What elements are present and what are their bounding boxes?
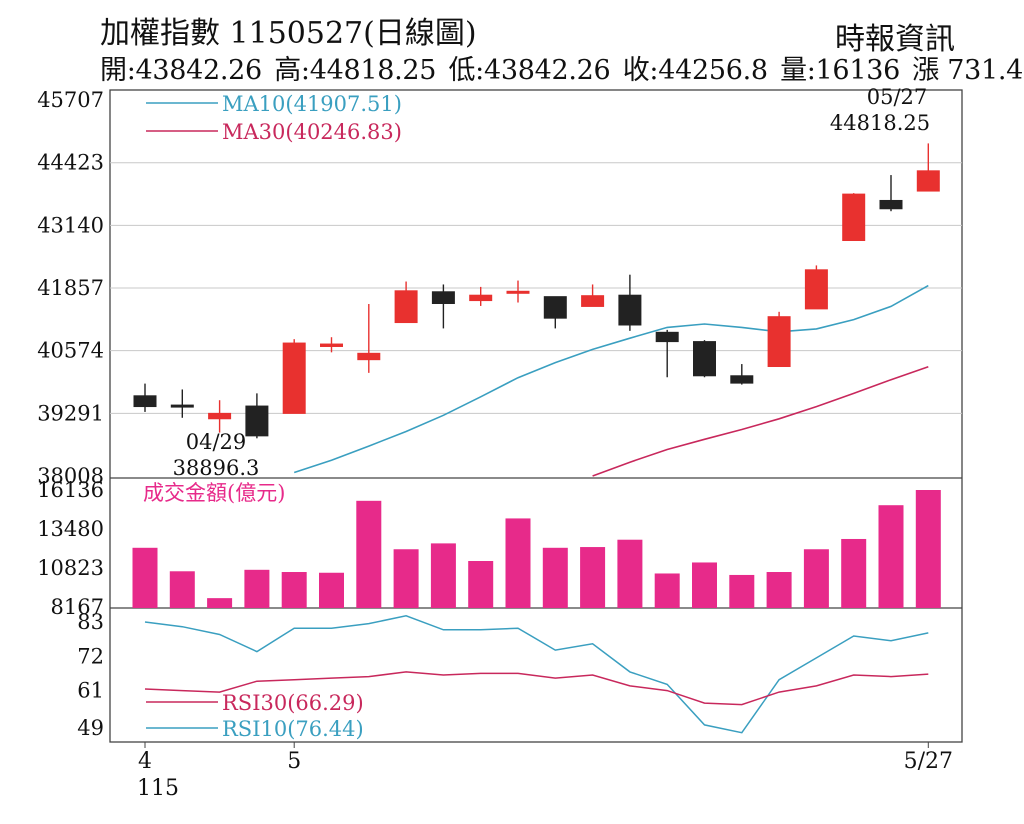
candle-body <box>767 316 791 368</box>
rsi-y-tick: 61 <box>77 679 104 703</box>
high-value: 高:44818.25 <box>274 55 437 86</box>
candle-body <box>245 405 269 437</box>
volume-bar <box>169 571 195 608</box>
chart-frame <box>109 89 963 743</box>
candle-body <box>357 352 381 361</box>
price-y-tick: 39291 <box>37 401 104 425</box>
volume-bar <box>580 547 606 608</box>
volume-bar <box>766 572 792 608</box>
volume-bar <box>244 569 270 608</box>
candle-body <box>431 291 455 305</box>
candle-body <box>133 395 157 408</box>
rsi30-line <box>144 671 929 706</box>
volume-bar <box>654 573 680 608</box>
price-y-tick: 45707 <box>37 88 104 112</box>
candle-body <box>469 294 493 302</box>
legend-ma30: MA30(40246.83) <box>222 120 402 144</box>
volume-bar <box>132 547 158 608</box>
legend-rsi10: RSI10(76.44) <box>222 717 364 741</box>
candle-body <box>394 290 418 324</box>
change-value: 漲 731.43 <box>912 55 1024 86</box>
candle-body <box>842 193 866 242</box>
candle-body <box>581 295 605 307</box>
candle-body <box>543 296 567 319</box>
low-annotation-value: 38896.3 <box>173 456 260 480</box>
legend-ma10: MA10(41907.51) <box>222 92 402 116</box>
volume-bar <box>729 574 755 608</box>
volume-y-tick: 13480 <box>37 517 104 541</box>
volume-bar <box>505 518 531 608</box>
rsi-y-tick: 83 <box>77 610 104 634</box>
volume-bar <box>878 505 904 608</box>
candle-body <box>730 375 754 384</box>
chart-title: 加權指數 1150527(日線圖) <box>100 16 477 51</box>
candle-body <box>506 290 530 294</box>
volume-y-tick: 10823 <box>37 556 104 580</box>
rsi-y-tick: 72 <box>77 644 104 668</box>
candle-body <box>655 331 679 343</box>
high-annotation-date: 05/27 <box>867 85 928 109</box>
volume-bar <box>393 549 419 608</box>
price-y-tick: 44423 <box>37 151 104 175</box>
x-tick-year: 115 <box>137 776 179 801</box>
rsi-y-tick: 49 <box>77 716 104 740</box>
volume-bar <box>356 500 382 608</box>
x-tick-label: 4 <box>138 749 152 774</box>
volume-bar <box>542 547 568 608</box>
candle-body <box>282 342 306 414</box>
candle-body <box>693 341 716 377</box>
rsi10-line <box>144 615 929 734</box>
volume-y-tick: 16136 <box>37 478 104 502</box>
ohlc-summary: 開:43842.26 高:44818.25 低:43842.26 收:44256… <box>100 48 1024 87</box>
candle-body <box>804 269 828 310</box>
price-y-tick: 41857 <box>37 276 104 300</box>
price-y-tick: 40574 <box>37 339 104 363</box>
volume-bar <box>468 561 494 608</box>
volume-bar <box>281 572 307 608</box>
ma10-line <box>293 284 929 474</box>
volume-bar <box>692 562 717 608</box>
candle-body <box>320 343 343 347</box>
volume-bar <box>841 538 867 608</box>
x-tick-label: 5 <box>287 749 301 774</box>
open-value: 開:43842.26 <box>100 55 262 86</box>
volume-bar <box>803 549 829 608</box>
x-tick-label: 5/27 <box>904 749 953 774</box>
volume-value: 量:16136 <box>780 55 900 86</box>
candle-body <box>208 412 232 420</box>
source-label: 時報資訊 <box>835 22 955 57</box>
volume-bar <box>319 572 344 608</box>
close-value: 收:44256.8 <box>622 55 768 86</box>
volume-y-tick: 8167 <box>51 595 104 619</box>
volume-bar <box>207 598 233 608</box>
high-annotation-value: 44818.25 <box>830 111 930 135</box>
candle-body <box>916 170 940 192</box>
volume-bar <box>915 490 941 608</box>
candle-body <box>879 199 903 210</box>
price-y-tick: 38008 <box>37 464 104 488</box>
price-y-tick: 43140 <box>37 213 104 237</box>
low-annotation-date: 04/29 <box>186 430 247 454</box>
candle-body <box>170 404 194 408</box>
ma30-line <box>592 365 929 477</box>
volume-label: 成交金額(億元) <box>143 481 285 505</box>
low-value: 低:43842.26 <box>448 55 611 86</box>
legend-rsi30: RSI30(66.29) <box>222 691 364 715</box>
candle-body <box>618 294 642 326</box>
volume-bar <box>617 539 643 608</box>
volume-bar <box>430 543 456 608</box>
